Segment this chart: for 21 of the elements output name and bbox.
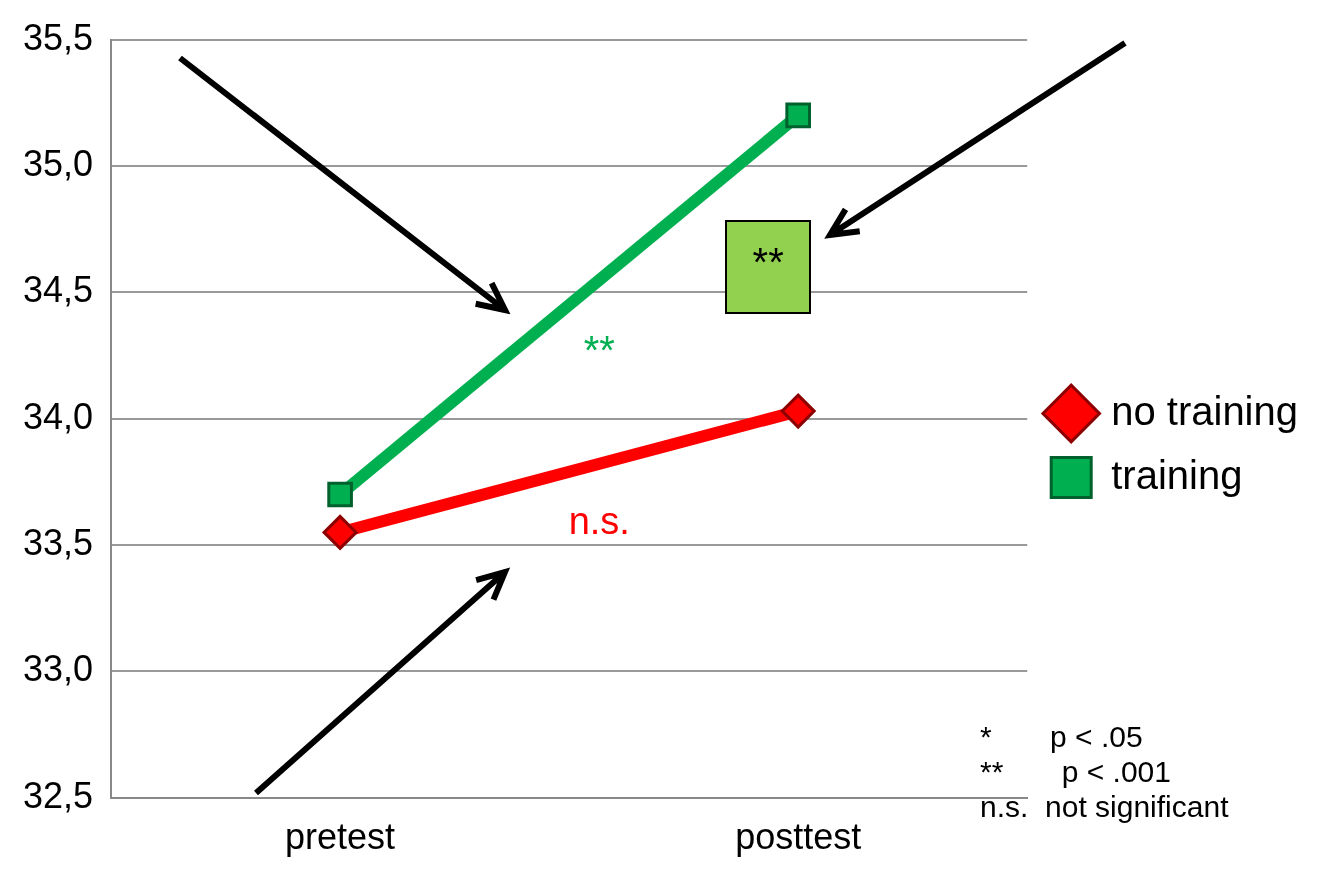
y-tick-label: 35,5: [22, 16, 94, 58]
y-tick-label: 32,5: [22, 774, 94, 816]
x-tick-label: pretest: [285, 816, 396, 858]
annotation: n.s.: [568, 499, 630, 543]
x-tick-label: posttest: [735, 816, 862, 858]
annotation: * p < .05: [980, 720, 1143, 754]
y-tick-label: 33,5: [22, 521, 94, 563]
annotation: n.s. not significant: [980, 790, 1229, 824]
legend-label: training: [1111, 452, 1243, 497]
legend-label: no training: [1111, 388, 1298, 433]
annotation: **: [583, 327, 615, 373]
y-tick-label: 35,0: [22, 142, 94, 184]
point: [322, 514, 358, 550]
y-tick-label: 34,5: [22, 269, 94, 311]
point: [780, 393, 816, 429]
annotation: ** p < .001: [980, 755, 1171, 789]
point: [327, 481, 353, 508]
y-tick-label: 33,0: [22, 648, 94, 690]
y-tick-label: 34,0: [22, 395, 94, 437]
point: [785, 102, 811, 129]
note-box: **: [725, 220, 812, 315]
